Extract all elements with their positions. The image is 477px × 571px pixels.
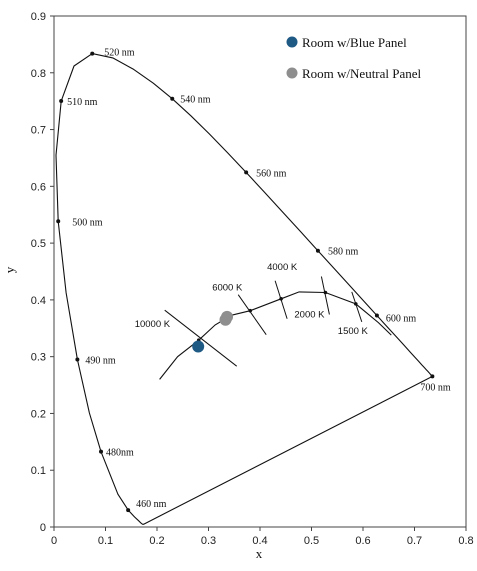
y-tick-label: 0.5 [31,238,46,250]
x-axis-title: x [256,546,263,561]
isotemperature-line [320,276,330,315]
cct-marker [353,302,358,306]
cct-label: 1500 K [338,326,369,337]
wavelength-marker [244,170,249,175]
y-tick-label: 0.2 [31,408,46,420]
legend-entry-label: Room w/Blue Panel [302,35,407,50]
wavelength-marker [126,508,131,513]
wavelength-marker [170,96,175,101]
y-tick-label: 0.6 [31,181,46,193]
axis-ticks: 0 0.1 0.2 0.3 0.4 0.5 0.6 0.7 0.8 0 0.1 0.2 0.3 0.4 0.… [31,11,474,547]
x-tick-label: 0.2 [149,535,164,547]
wavelength-marker [75,357,80,362]
wavelength-label: 560 nm [256,168,287,179]
wavelength-marker [315,248,320,253]
y-tick-label: 0 [40,522,46,534]
x-tick-label: 0.4 [252,535,267,547]
spectral-locus-group: 460 nm 480nm 490 nm 500 nm 510 nm 520 nm 540 n… [55,48,451,525]
isotemperature-line [237,294,267,335]
x-tick-label: 0.3 [201,535,216,547]
planckian-locus-group: 10000 K 6000 K 4000 K 2000 K 1500 K [135,262,392,380]
cct-label: 2000 K [294,310,325,321]
y-tick-label: 0.9 [31,11,46,23]
wavelength-label: 520 nm [104,48,134,59]
wavelength-label: 580 nm [328,247,359,258]
wavelength-marker [59,99,64,104]
y-tick-label: 0.7 [31,125,46,137]
cct-marker [279,296,283,301]
wavelength-marker [56,219,61,224]
cct-marker [323,290,328,295]
wavelength-label: 510 nm [67,97,98,108]
wavelength-marker [99,449,104,454]
spectral-locus-line [55,53,433,525]
isotemperature-line [351,291,363,323]
legend-entry-label: Room w/Neutral Panel [302,66,422,81]
cct-marker [248,308,253,313]
wavelength-label: 460 nm [136,499,167,510]
y-axis-title: y [2,266,17,273]
legend-marker [286,67,298,79]
x-tick-label: 0.6 [355,535,370,547]
x-tick-label: 0.8 [458,535,473,547]
wavelength-label: 540 nm [180,95,211,106]
wavelength-label: 700 nm [420,382,451,393]
wavelength-label: 600 nm [386,314,417,325]
blue-panel-point [192,340,205,353]
cct-label: 6000 K [212,283,243,294]
data-points-group [192,310,234,353]
legend: Room w/Blue Panel Room w/Neutral Panel [286,35,422,81]
wavelength-label: 490 nm [85,356,116,367]
y-tick-label: 0.4 [31,295,46,307]
cct-label: 10000 K [135,319,171,330]
y-tick-label: 0.1 [31,465,46,477]
x-tick-label: 0 [51,535,57,547]
wavelength-marker [90,51,95,56]
y-tick-label: 0.3 [31,352,46,364]
wavelength-label: 480nm [106,448,134,459]
x-tick-label: 0.7 [407,535,422,547]
isotemperature-line [164,309,238,367]
wavelength-label: 500 nm [72,217,103,228]
x-tick-label: 0.5 [304,535,319,547]
y-tick-label: 0.8 [31,68,46,80]
legend-marker [286,36,298,48]
cct-label: 4000 K [267,262,298,273]
wavelength-marker [374,313,379,318]
neutral-panel-point [221,310,234,323]
wavelength-marker [430,374,435,379]
x-tick-label: 0.1 [98,535,113,547]
